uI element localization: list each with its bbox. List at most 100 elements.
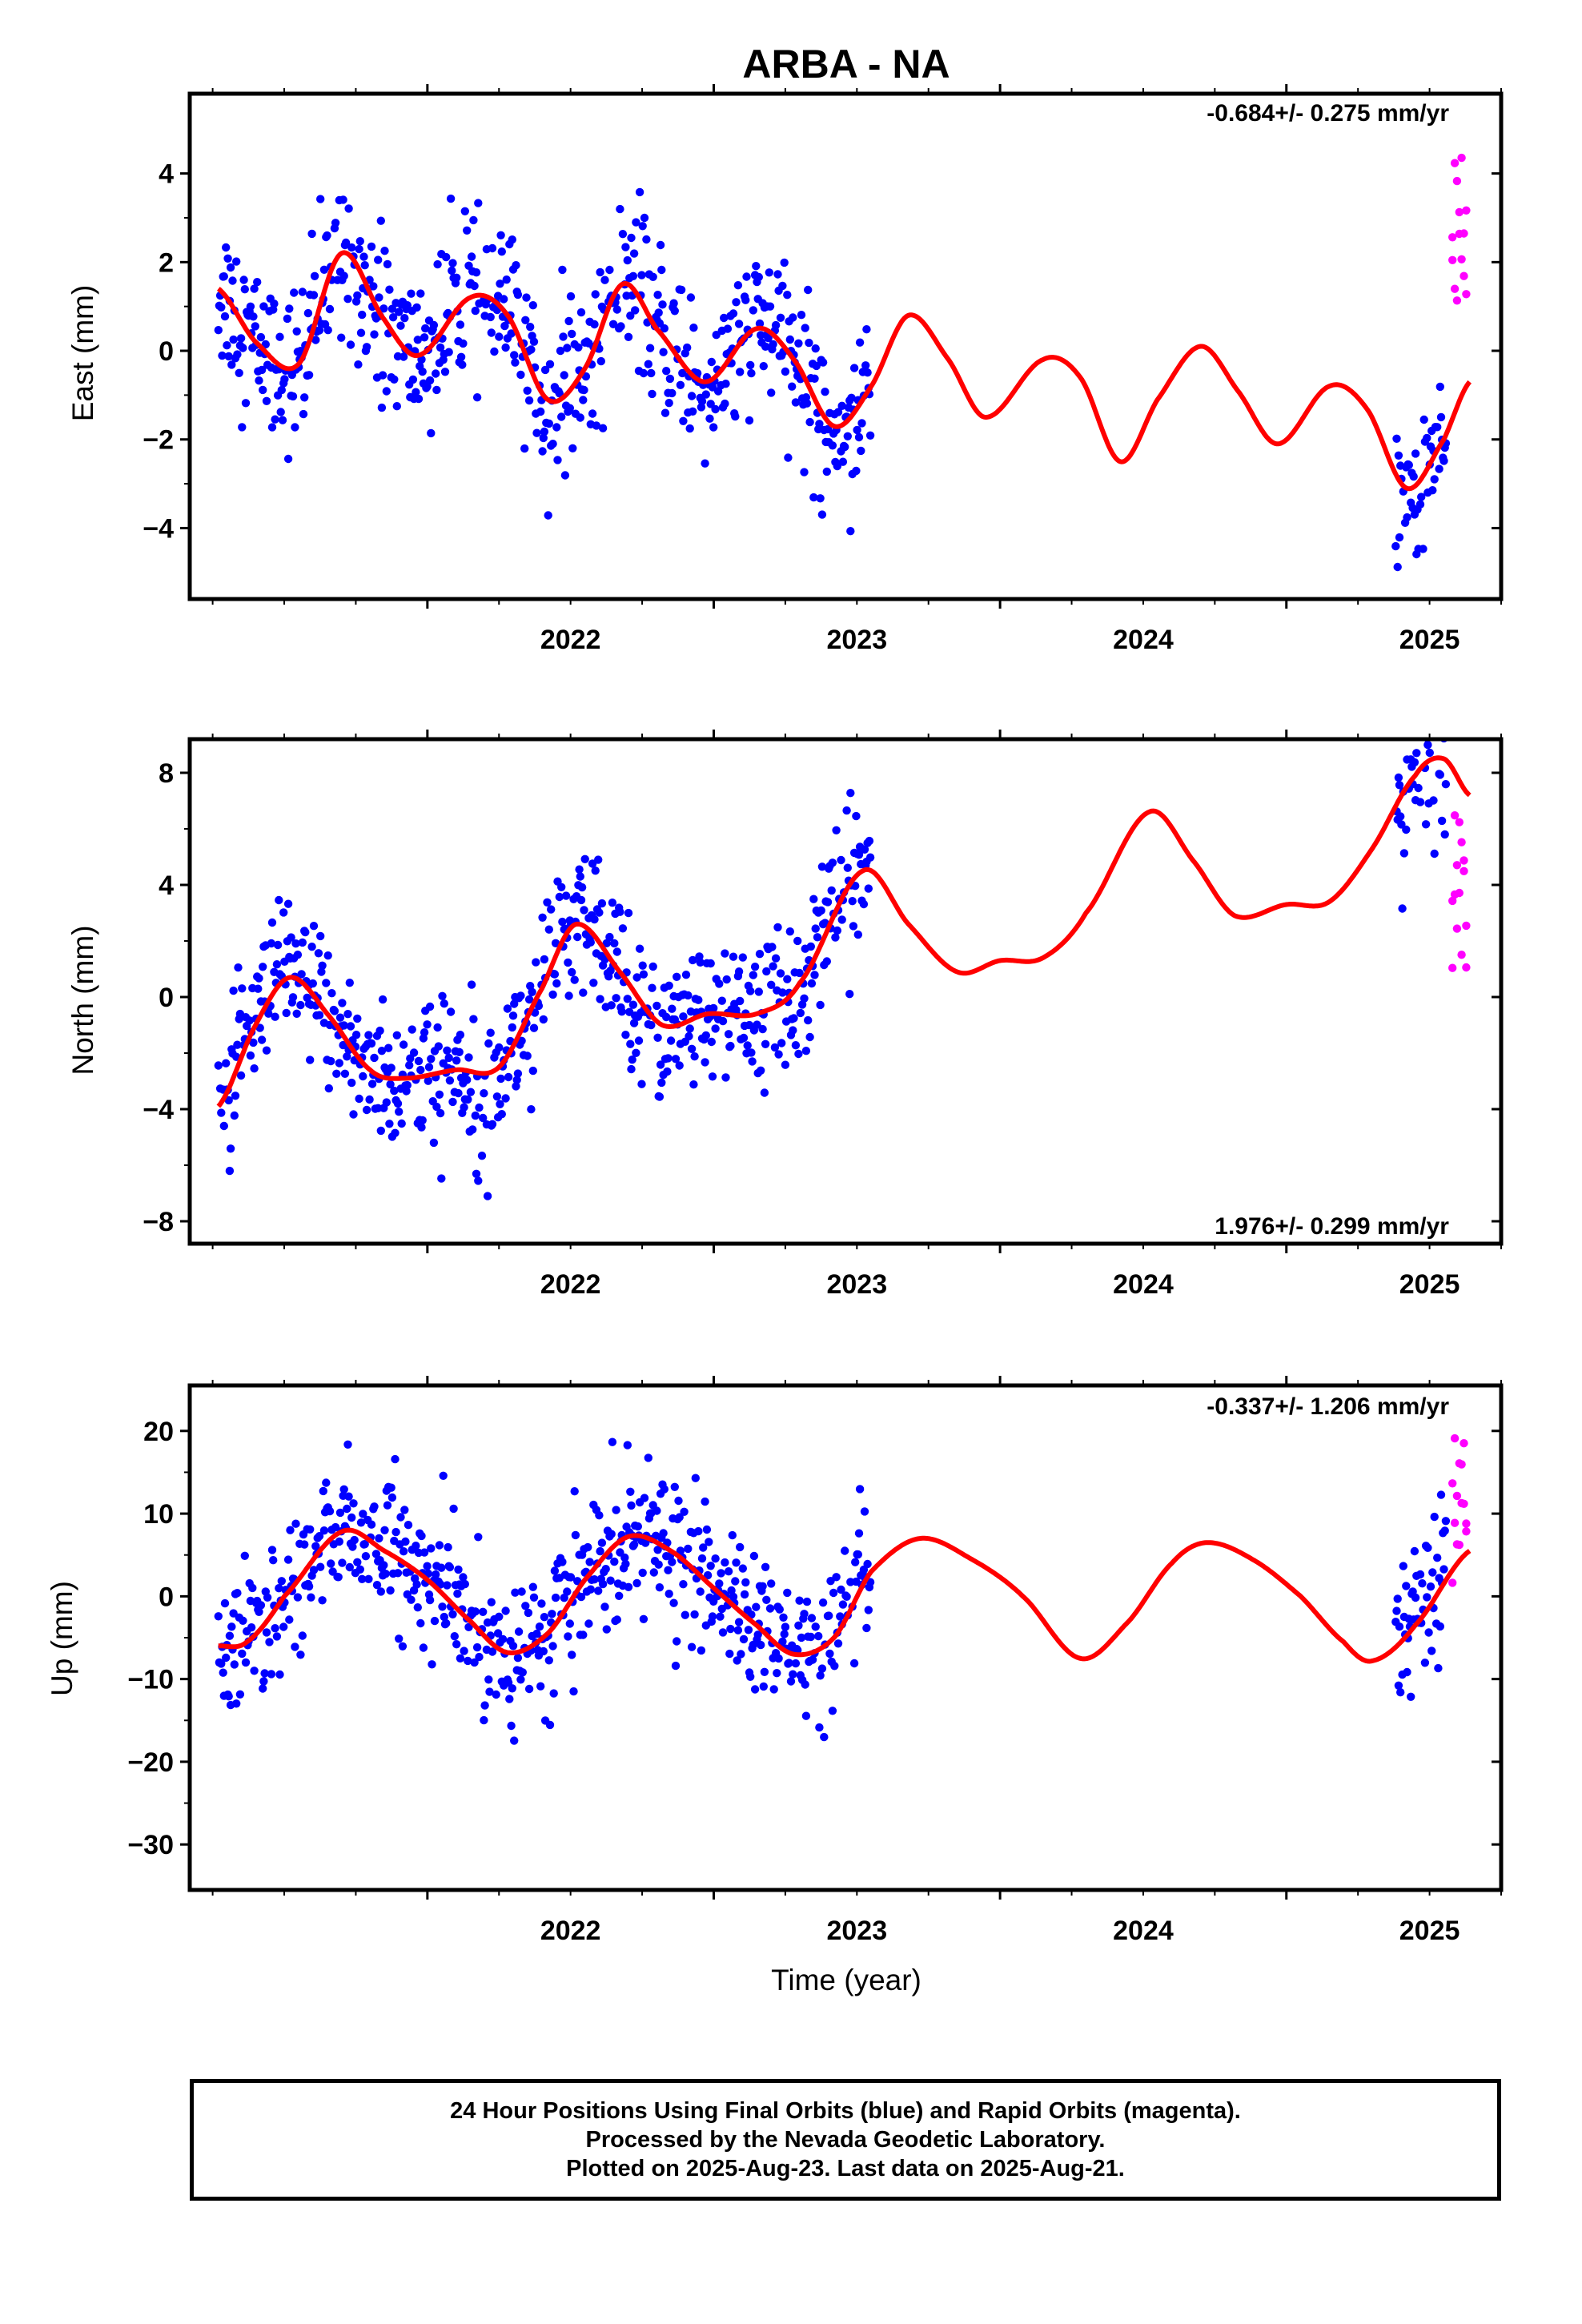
final-orbit-point (516, 370, 525, 380)
final-orbit-point (752, 262, 761, 271)
final-orbit-point (456, 320, 465, 329)
final-orbit-point (632, 973, 641, 982)
final-orbit-point (778, 281, 787, 291)
final-orbit-point (551, 939, 560, 948)
final-orbit-point (736, 1542, 745, 1552)
final-orbit-point (817, 1664, 827, 1673)
final-orbit-point (369, 282, 378, 291)
final-orbit-point (267, 1546, 277, 1554)
final-orbit-point (1396, 1688, 1405, 1697)
final-orbit-point (370, 330, 379, 339)
plot-area-north (214, 739, 1472, 1244)
final-orbit-point (620, 1553, 629, 1562)
final-orbit-point (548, 1642, 557, 1651)
final-orbit-point (645, 344, 655, 352)
final-orbit-point (399, 1547, 408, 1556)
final-orbit-point (1427, 1647, 1436, 1655)
final-orbit-point (548, 1610, 556, 1618)
final-orbit-point (497, 1110, 506, 1119)
final-orbit-point (802, 399, 812, 408)
final-orbit-point (653, 1546, 662, 1554)
final-orbit-point (349, 1499, 358, 1508)
final-orbit-point (804, 285, 813, 295)
final-orbit-point (355, 1565, 364, 1574)
final-orbit-point (612, 994, 620, 1003)
rapid-orbit-point (1448, 255, 1457, 264)
final-orbit-point (778, 1637, 787, 1647)
final-orbit-point (680, 1507, 689, 1517)
final-orbit-point (316, 195, 325, 203)
final-orbit-point (464, 1095, 472, 1104)
final-orbit-point (552, 423, 561, 432)
final-orbit-point (496, 231, 505, 239)
final-orbit-point (488, 243, 497, 253)
final-orbit-point (380, 1526, 389, 1535)
final-orbit-point (722, 975, 731, 984)
final-orbit-point (1395, 781, 1404, 790)
final-orbit-point (734, 1618, 744, 1626)
final-orbit-point (275, 332, 284, 341)
final-orbit-point (257, 365, 267, 375)
final-orbit-point (776, 969, 785, 978)
final-orbit-point (594, 1586, 603, 1595)
final-orbit-point (718, 1628, 728, 1637)
final-orbit-point (374, 255, 383, 264)
final-orbit-point (279, 1622, 288, 1631)
final-orbit-point (360, 261, 369, 270)
final-orbit-point (538, 913, 547, 923)
final-orbit-point (629, 249, 639, 258)
final-orbit-point (240, 285, 249, 294)
final-orbit-point (564, 991, 573, 1000)
final-orbit-point (417, 1123, 426, 1132)
final-orbit-point (590, 915, 599, 924)
final-orbit-point (418, 367, 427, 376)
panel-east: -0.684+/- 0.275 mm/yr East (mm) −4 −2 0 2 4 2… (66, 84, 1504, 655)
final-orbit-point (734, 967, 744, 976)
final-orbit-point (1392, 434, 1401, 443)
final-orbit-point (315, 1532, 324, 1541)
final-orbit-point (600, 275, 609, 284)
final-orbit-point (628, 271, 638, 280)
final-orbit-point (652, 1001, 661, 1011)
final-orbit-point (690, 1610, 699, 1619)
final-orbit-point (229, 335, 238, 344)
final-orbit-point (393, 1099, 403, 1108)
final-orbit-point (553, 456, 562, 464)
final-orbit-point (259, 1677, 268, 1686)
final-orbit-point (246, 1051, 255, 1060)
y-tick-label: 8 (159, 758, 174, 789)
rapid-orbit-point (1462, 921, 1471, 931)
final-orbit-point (376, 1126, 385, 1136)
final-orbit-point (433, 1023, 442, 1032)
final-orbit-point (391, 1454, 400, 1464)
final-orbit-point (508, 1684, 516, 1693)
final-orbit-point (232, 257, 241, 266)
final-orbit-point (576, 872, 584, 881)
final-orbit-point (594, 855, 603, 864)
final-orbit-point (739, 1033, 749, 1043)
final-orbit-point (780, 1630, 789, 1638)
final-orbit-point (701, 390, 710, 399)
final-orbit-point (823, 898, 833, 907)
final-orbit-point (335, 1537, 343, 1546)
final-orbit-point (223, 341, 231, 350)
final-orbit-point (508, 1642, 518, 1651)
y-tick-label: 0 (159, 336, 174, 367)
final-orbit-point (296, 1000, 305, 1010)
final-orbit-point (245, 1016, 254, 1025)
final-orbit-point (657, 265, 666, 275)
rapid-orbit-point (1457, 1498, 1466, 1508)
final-orbit-point (518, 1668, 527, 1677)
final-orbit-point (789, 1026, 797, 1035)
final-orbit-point (317, 967, 326, 976)
rapid-orbit-point (1457, 255, 1466, 263)
final-orbit-point (288, 993, 298, 1002)
final-orbit-point (327, 1056, 335, 1066)
rapid-orbit-point (1450, 284, 1460, 293)
final-orbit-point (755, 319, 765, 328)
final-orbit-point (256, 1601, 266, 1610)
final-orbit-point (853, 1550, 863, 1559)
final-orbit-point (746, 987, 755, 995)
final-orbit-point (607, 1001, 616, 1010)
final-orbit-point (694, 995, 703, 1004)
